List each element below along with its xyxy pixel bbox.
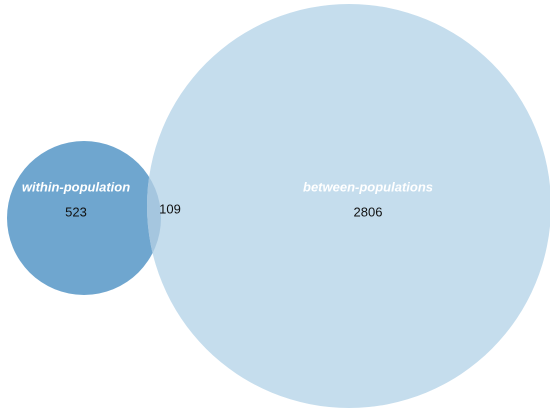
set-circle (147, 4, 550, 408)
set-value: 2806 (354, 204, 383, 219)
intersection-value: 109 (159, 201, 181, 216)
set-circle (7, 141, 161, 295)
set-label: between-populations (303, 179, 433, 194)
set-label: within-population (22, 179, 130, 194)
set-value: 523 (65, 204, 87, 219)
